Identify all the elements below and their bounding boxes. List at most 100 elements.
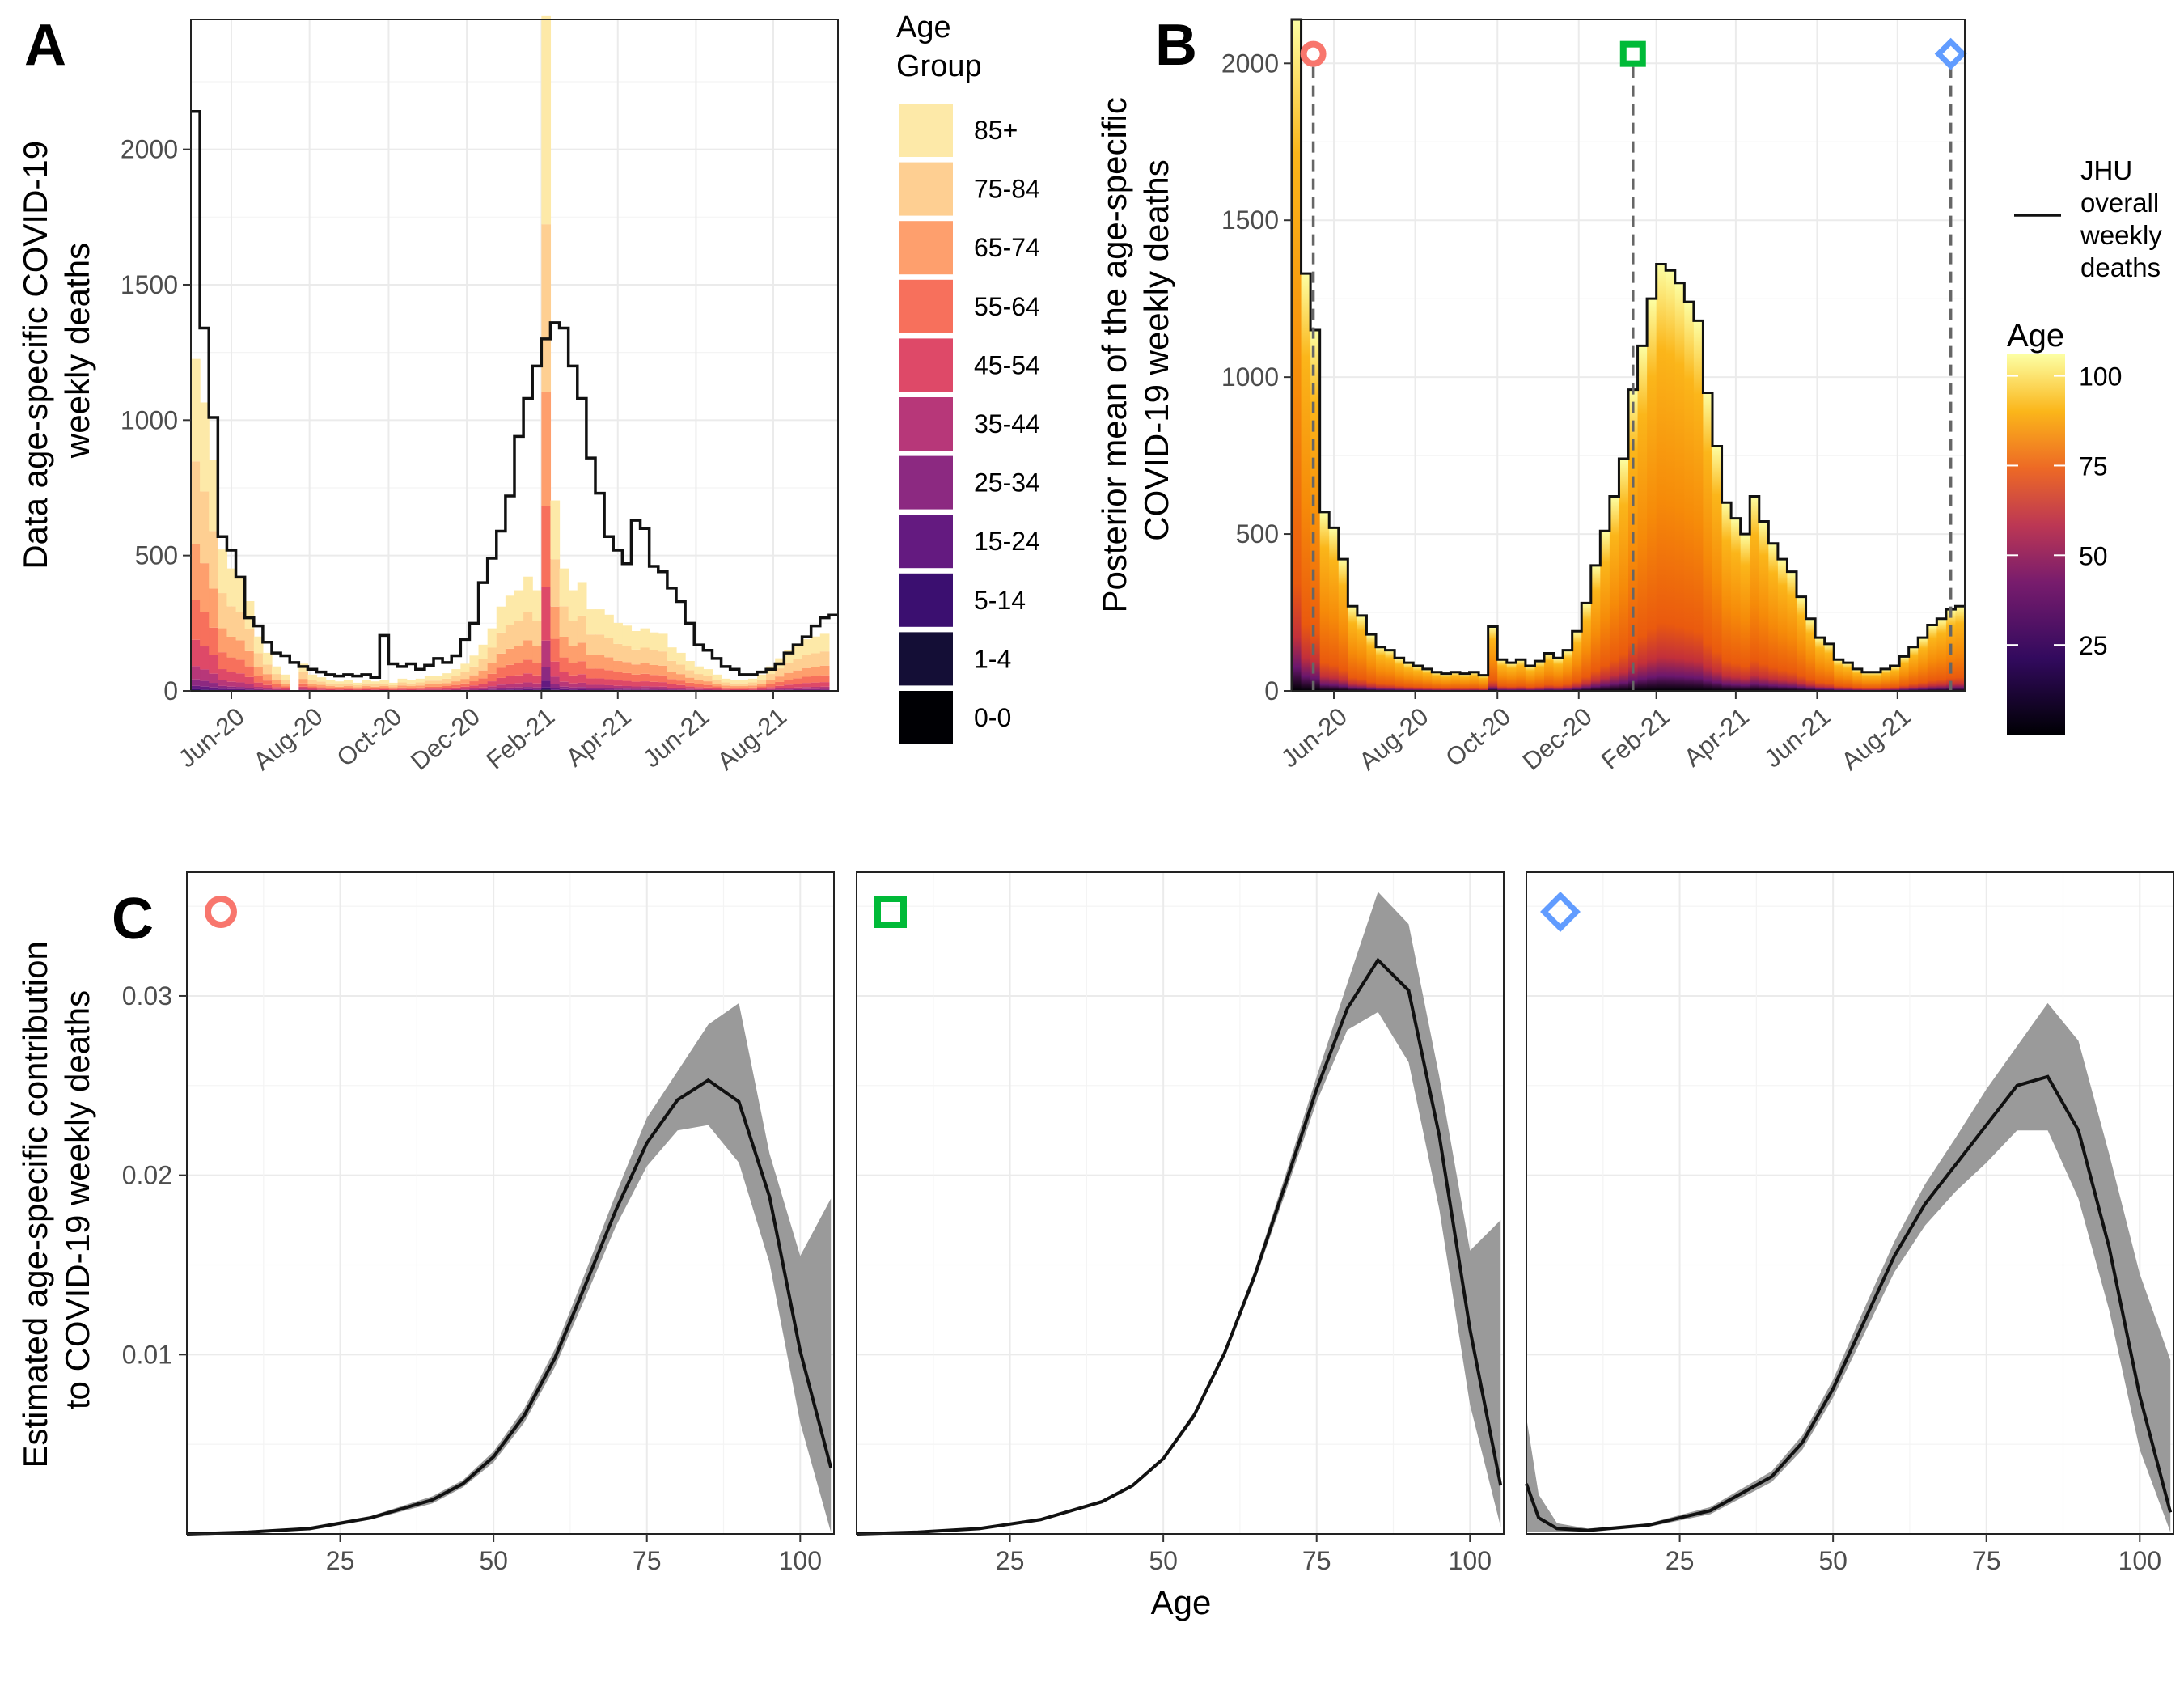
panel-a-bar-w45-g9 (595, 634, 605, 655)
panel-b-bar-w26 (1534, 661, 1545, 691)
panel-a-bar-w44-g8 (586, 655, 596, 669)
panel-a-bar-w0-g4 (191, 679, 201, 686)
panel-a-bar-w8-g4 (262, 689, 273, 691)
panel-a-bar-w6-g7 (244, 666, 255, 677)
panel-a-bar-w6-g4 (244, 688, 255, 690)
panel-a-bar-w22-g7 (388, 688, 399, 690)
panel-b-bar-w64 (1890, 665, 1900, 691)
panel-a-bar-w36-g4 (514, 687, 524, 690)
panel-a-bar-w61-g10 (739, 680, 749, 684)
panel-b-bar-w45 (1712, 446, 1723, 691)
panel-a-bar-w9-g6 (272, 687, 281, 689)
panel-a-stacked-bars (191, 15, 830, 691)
panel-a-bar-w47-g5 (613, 685, 623, 689)
panel-c-facet-2-xtick-label-1: 50 (1149, 1546, 1178, 1575)
panel-c-facet-2-border (856, 871, 1505, 1535)
panel-c-facet-1-xtick-label-0: 25 (326, 1546, 355, 1575)
panel-a-bar-w0-g2 (191, 688, 201, 691)
panel-a-bar-w7-g7 (253, 676, 264, 683)
panel-a-bar-w50-g6 (640, 681, 650, 687)
panel-a-bar-w68-g4 (802, 688, 812, 691)
panel-b-ytick-label-1: 500 (1236, 519, 1279, 549)
panel-a-bar-w14-g7 (316, 687, 327, 689)
panel-a-bar-w48-g8 (622, 662, 633, 673)
panel-a-bar-w53-g5 (667, 687, 677, 690)
panel-a-bar-w49-g5 (631, 686, 641, 689)
panel-a-xtick-label-1: Aug-20 (248, 702, 328, 776)
panel-b-bar-w62 (1871, 672, 1881, 691)
panel-b-bar-w34 (1609, 496, 1620, 691)
panel-a-bar-w34-g3 (496, 689, 506, 691)
panel-a-bar-w14-g8 (316, 684, 327, 688)
panel-label-a: A (24, 13, 66, 78)
panel-a-bar-w8-g7 (262, 680, 273, 685)
panel-a-bar-w64-g8 (766, 680, 776, 684)
panel-a-legend-key-4 (899, 338, 953, 392)
panel-a-bar-w31-g8 (469, 675, 480, 682)
panel-a-bar-w2-g5 (209, 673, 218, 684)
panel-a-bar-w8-g8 (262, 674, 273, 681)
panel-a-bar-w54-g6 (676, 684, 686, 688)
panel-a-y-axis-title: Data age-specific COVID-19 weekly deaths (16, 131, 96, 570)
panel-c-chart: 25 50 75 100 25 50 75 100 25 50 75 100 0.01 0.02 0.03… (16, 871, 2174, 1621)
panel-b-xtick-label-2: Oct-20 (1440, 702, 1516, 773)
panel-a-bar-w45-g5 (595, 684, 605, 688)
panel-b-bar-w63 (1881, 668, 1891, 691)
panel-a-bar-w48-g5 (622, 685, 633, 689)
panel-a-bar-w61-g6 (739, 688, 749, 690)
panel-a-bar-w27-g9 (434, 680, 443, 684)
panel-a-bar-w38-g8 (532, 646, 542, 663)
panel-a-bar-w20-g8 (370, 686, 380, 688)
panel-a-bar-w66-g5 (784, 688, 794, 690)
panel-b-bar-w40 (1666, 270, 1676, 691)
panel-a-bar-w61-g9 (739, 683, 749, 687)
panel-a-bar-w1-g2 (200, 689, 210, 691)
panel-a-bar-w7-g10 (253, 636, 264, 654)
panel-a-bar-w65-g6 (775, 685, 785, 688)
panel-a-bar-w37-g6 (523, 673, 533, 683)
panel-a-bar-w43-g5 (577, 682, 587, 688)
panel-a-bar-w48-g7 (622, 672, 633, 681)
panel-a-bar-w5-g3 (235, 688, 246, 691)
panel-a-bar-w61-g7 (739, 688, 749, 689)
panel-a-bar-w40-g10 (550, 500, 561, 560)
panel-a-legend-key-2 (899, 221, 953, 275)
panel-a-bar-w5-g4 (235, 687, 246, 689)
panel-a-bar-w70-g8 (819, 665, 830, 676)
panel-a-bar-w49-g10 (631, 631, 641, 650)
panel-a-y-axis-title-line1: Data age-specific COVID-19 (16, 141, 54, 570)
panel-b-bar-w37 (1637, 345, 1648, 691)
panel-a-bar-w47-g10 (613, 622, 623, 644)
panel-a-legend-label-4: 45-54 (974, 350, 1040, 379)
panel-a-bar-w32-g8 (478, 670, 489, 679)
panel-a-bar-w4-g8 (226, 636, 237, 658)
panel-a-bar-w12-g6 (298, 686, 309, 689)
panel-a-bar-w31-g9 (469, 666, 480, 676)
panel-a-bar-w50-g8 (640, 663, 650, 674)
panel-b-bar-w16 (1441, 673, 1452, 691)
panel-a-bar-w21-g8 (379, 686, 390, 688)
panel-a-bar-w48-g9 (622, 646, 633, 663)
panel-a-bar-w66-g10 (784, 650, 794, 663)
panel-a-xtick-label-0: Jun-20 (173, 702, 250, 773)
panel-a-bar-w43-g6 (577, 674, 587, 683)
panel-a-bar-w53-g7 (667, 679, 677, 684)
panel-c-ytick-label-1: 0.02 (122, 1161, 172, 1190)
panel-b-bar-w51 (1768, 543, 1779, 691)
panel-a-bar-w59-g9 (721, 682, 731, 686)
panel-b-bar-w38 (1647, 299, 1657, 691)
panel-a-bar-w31-g5 (469, 688, 480, 690)
panel-a-bar-w41-g8 (559, 636, 569, 658)
panel-a-bar-w63-g8 (757, 684, 767, 687)
panel-a-bar-w58-g9 (712, 680, 722, 684)
panel-a-bar-w6-g6 (244, 676, 255, 684)
panel-a-bar-w60-g7 (730, 688, 740, 689)
panel-a-bar-w0-g10 (191, 358, 201, 462)
panel-a-bar-w39-g10 (541, 15, 552, 225)
panel-a-bar-w19-g6 (362, 688, 371, 690)
panel-a-bar-w68-g9 (802, 655, 812, 668)
panel-a-bar-w29-g10 (451, 669, 461, 676)
panel-a-bar-w54-g5 (676, 688, 686, 690)
panel-a-bar-w41-g9 (559, 606, 569, 637)
panel-c-facet-3-xtick-label-1: 50 (1818, 1546, 1848, 1575)
